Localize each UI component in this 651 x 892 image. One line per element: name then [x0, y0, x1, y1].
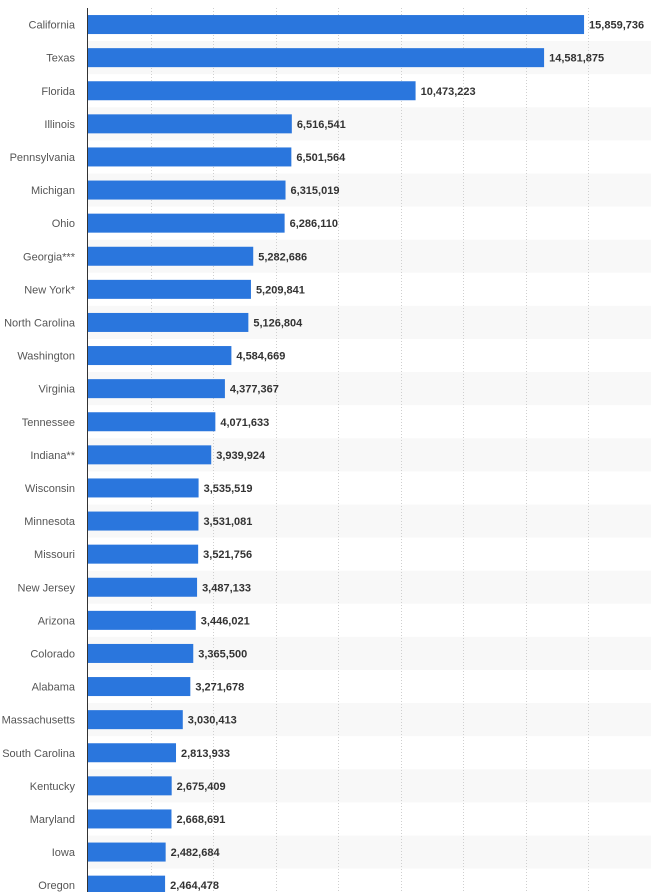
bar[interactable]	[88, 213, 285, 233]
value-label: 5,282,686	[258, 251, 307, 263]
bar[interactable]	[88, 809, 172, 829]
bar[interactable]	[88, 875, 166, 892]
bar[interactable]	[88, 147, 292, 167]
category-label: Arizona	[38, 615, 76, 627]
value-label: 3,030,413	[188, 715, 237, 727]
category-label: Texas	[46, 53, 75, 65]
bar[interactable]	[88, 478, 199, 498]
value-label: 3,365,500	[198, 648, 247, 660]
value-label: 2,482,684	[171, 847, 221, 859]
value-label: 4,071,633	[220, 417, 269, 429]
row-band	[88, 769, 651, 803]
value-label: 6,501,564	[296, 152, 346, 164]
value-label: 5,126,804	[253, 317, 303, 329]
category-label: Ohio	[52, 218, 75, 230]
category-label: Georgia***	[23, 251, 76, 263]
value-labels: 15,859,736 14,581,875 10,473,223 6,516,541 6…	[170, 20, 644, 892]
category-label: Missouri	[34, 549, 75, 561]
category-label: North Carolina	[4, 317, 76, 329]
category-label: Tennessee	[22, 417, 75, 429]
category-label: Minnesota	[24, 516, 76, 528]
category-label: Alabama	[32, 682, 76, 694]
bar[interactable]	[88, 544, 199, 564]
category-label: Washington	[17, 351, 75, 363]
value-label: 4,377,367	[230, 384, 279, 396]
bar[interactable]	[88, 48, 545, 68]
value-label: 4,584,669	[236, 351, 285, 363]
category-label: Maryland	[30, 814, 75, 826]
category-label: Virginia	[39, 384, 76, 396]
category-label: South Carolina	[2, 748, 76, 760]
category-label: Oregon	[38, 880, 75, 892]
value-label: 3,531,081	[203, 516, 252, 528]
bar[interactable]	[88, 15, 585, 35]
category-label: Michigan	[31, 185, 75, 197]
bar[interactable]	[88, 279, 251, 299]
value-label: 3,446,021	[201, 615, 250, 627]
value-label: 2,464,478	[170, 880, 219, 892]
row-band	[88, 835, 651, 869]
value-label: 2,675,409	[177, 781, 226, 793]
bar[interactable]	[88, 577, 198, 597]
bar[interactable]	[88, 610, 196, 630]
bar[interactable]	[88, 643, 194, 663]
bar[interactable]	[88, 81, 416, 101]
value-label: 3,271,678	[195, 682, 244, 694]
value-label: 6,286,110	[290, 218, 338, 230]
value-label: 3,939,924	[216, 450, 266, 462]
bar[interactable]	[88, 842, 166, 862]
bar[interactable]	[88, 180, 286, 200]
category-label: Wisconsin	[25, 483, 75, 495]
category-label: New York*	[24, 284, 75, 296]
value-label: 3,487,133	[202, 582, 251, 594]
value-label: 6,516,541	[297, 119, 346, 131]
bars	[88, 15, 585, 892]
value-label: 14,581,875	[549, 53, 604, 65]
bar[interactable]	[88, 511, 199, 531]
category-label: Colorado	[30, 648, 75, 660]
value-label: 2,668,691	[176, 814, 225, 826]
value-label: 2,813,933	[181, 748, 230, 760]
bar[interactable]	[88, 710, 183, 730]
value-label: 3,535,519	[204, 483, 253, 495]
bar[interactable]	[88, 776, 172, 796]
value-label: 6,315,019	[291, 185, 340, 197]
category-label: Kentucky	[30, 781, 76, 793]
category-label: Illinois	[44, 119, 75, 131]
value-label: 10,473,223	[421, 86, 476, 98]
bar[interactable]	[88, 312, 249, 332]
category-label: Florida	[41, 86, 76, 98]
bar[interactable]	[88, 677, 191, 697]
category-label: Indiana**	[30, 450, 75, 462]
bar[interactable]	[88, 114, 292, 134]
value-label: 15,859,736	[589, 20, 644, 32]
bar[interactable]	[88, 246, 254, 266]
bar[interactable]	[88, 346, 232, 366]
bar[interactable]	[88, 412, 216, 432]
category-label: Iowa	[52, 847, 76, 859]
category-label: Massachusetts	[2, 715, 76, 727]
bar[interactable]	[88, 379, 225, 399]
bar[interactable]	[88, 743, 177, 763]
bar[interactable]	[88, 445, 212, 465]
value-label: 5,209,841	[256, 284, 305, 296]
category-label: New Jersey	[18, 582, 76, 594]
value-label: 3,521,756	[203, 549, 252, 561]
category-label: California	[29, 20, 76, 32]
category-labels: California Texas Florida Illinois Pennsylvan…	[2, 20, 76, 892]
category-label: Pennsylvania	[10, 152, 76, 164]
